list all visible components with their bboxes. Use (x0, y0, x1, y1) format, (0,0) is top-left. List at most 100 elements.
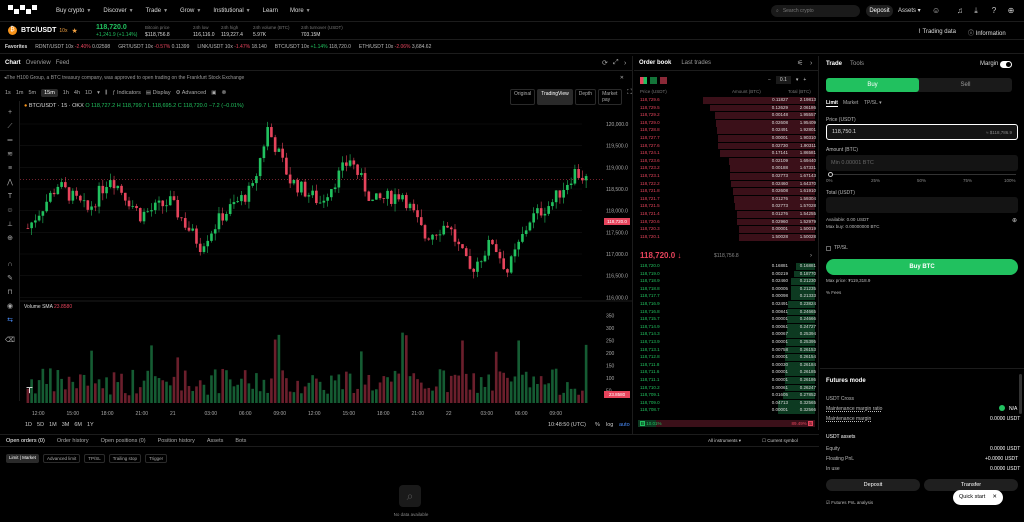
help-icon[interactable]: ? (991, 6, 997, 15)
ask-row[interactable]: 118,729.0 0.02608 1.95409 (634, 119, 819, 127)
bid-row[interactable]: 118,719.0 0.00219 0.18770 (634, 270, 819, 278)
plus-icon[interactable]: + (803, 77, 807, 83)
channel-icon[interactable]: ≋ (7, 151, 13, 158)
total-input[interactable] (826, 197, 1018, 213)
sell-tab[interactable]: Sell (960, 82, 971, 88)
price-chart[interactable]: 120,000.0 119,500.0 119,000.0 118,500.0 118,… (20, 101, 632, 419)
bid-row[interactable]: 118,718.9 0.02460 0.21230 (634, 278, 819, 286)
bid-row[interactable]: 118,714.3 0.00067 0.25394 (634, 331, 819, 339)
bid-row[interactable]: 118,714.9 0.00061 0.24727 (634, 323, 819, 331)
range-3m[interactable]: 3M (61, 422, 70, 428)
bid-row[interactable]: 118,711.8 0.00030 0.26184 (634, 361, 819, 369)
instrument-filter[interactable]: All instruments ▾ (708, 437, 742, 443)
user-icon[interactable]: ☺ (932, 6, 941, 15)
ask-row[interactable]: 118,721.5 0.02773 1.57028 (634, 203, 819, 211)
bid-row[interactable]: 118,708.7 0.00001 0.32566 (634, 407, 819, 415)
bid-row[interactable]: 118,717.7 0.00098 0.21333 (634, 293, 819, 301)
chevron-right-icon[interactable]: › (810, 253, 812, 259)
settings-icon[interactable]: ☸ (221, 90, 227, 96)
range-1m[interactable]: 1M (49, 422, 57, 428)
display-button[interactable]: ▤ Display (145, 90, 171, 96)
tab-overview[interactable]: Overview (25, 60, 51, 66)
ask-row[interactable]: 118,729.6 0.11827 2.19813 (634, 97, 819, 104)
amount-slider[interactable] (828, 172, 1016, 177)
advanced-button[interactable]: ⚙ Advanced (175, 90, 207, 96)
range-1d[interactable]: 1D (25, 422, 33, 428)
tpsl-checkbox[interactable]: TP/SL (826, 245, 848, 251)
tab-assets[interactable]: Assets (206, 437, 224, 444)
view-original[interactable]: Original (510, 89, 536, 105)
auto-toggle[interactable]: auto (619, 422, 630, 428)
bid-row[interactable]: 118,709.1 0.01605 0.27852 (634, 392, 819, 400)
screenshot-icon[interactable]: ▣ (211, 90, 217, 96)
ask-row[interactable]: 118,723.2 0.00188 1.67331 (634, 165, 819, 173)
indicators-button[interactable]: ƒ Indicators (112, 90, 141, 96)
fullscreen-icon[interactable]: ⛶ (627, 89, 632, 96)
fees-link[interactable]: % Fees (826, 290, 841, 295)
close-icon[interactable]: ✕ (992, 494, 997, 500)
slider-handle[interactable] (828, 172, 833, 177)
ask-row[interactable]: 118,720.3 0.00001 1.50019 (634, 226, 819, 234)
ask-row[interactable]: 118,721.4 0.01276 1.54255 (634, 211, 819, 218)
scrollbar[interactable] (1019, 374, 1022, 414)
range-5d[interactable]: 5D (37, 422, 45, 428)
news-notice[interactable]: ◂ The H100 Group, a BTC treasury company… (4, 73, 624, 83)
tab-position-history[interactable]: Position history (157, 437, 195, 444)
magnet-icon[interactable]: ∩ (7, 261, 13, 268)
ask-row[interactable]: 118,721.7 0.01276 1.59304 (634, 195, 819, 203)
tab-last-trades[interactable]: Last trades (681, 60, 712, 66)
tab-chart[interactable]: Chart (5, 60, 21, 66)
lock-icon[interactable]: ⊓ (7, 289, 13, 296)
pnl-analysis-link[interactable]: ☑ Futures PnL analysis (826, 500, 873, 506)
slider-mark[interactable]: 25% (871, 178, 881, 183)
subtab-trigger[interactable]: Trigger (145, 454, 168, 463)
deposit-button[interactable]: Deposit (866, 5, 893, 17)
nav-learn[interactable]: Learn (263, 8, 278, 14)
information-link[interactable]: ⓘ Information (968, 28, 1006, 37)
ask-row[interactable]: 118,728.8 0.02491 1.92801 (634, 127, 819, 135)
view-market-pay[interactable]: Market pay (598, 89, 623, 105)
order-type-market[interactable]: Market (843, 100, 859, 106)
margin-toggle[interactable] (1000, 61, 1012, 68)
favorite-item[interactable]: LINK/USDT 10x -1.47% 18.140 (197, 44, 266, 50)
ask-row[interactable]: 118,723.1 0.02773 1.67143 (634, 173, 819, 180)
bid-row[interactable]: 118,713.9 0.00001 0.25395 (634, 339, 819, 346)
collapse-icon[interactable]: › (810, 59, 813, 67)
ask-row[interactable]: 118,723.6 0.02109 1.69440 (634, 157, 819, 165)
bid-row[interactable]: 118,716.8 0.00841 0.24665 (634, 308, 819, 316)
zoom-icon[interactable]: ⊕ (7, 235, 13, 242)
checkbox[interactable]: ☐ (762, 437, 768, 443)
tick-step[interactable]: −0.1 ▾ + (768, 76, 806, 84)
favorite-item[interactable]: ETH/USDT 10x -2.06% 3,684.62 (359, 44, 431, 50)
range-1y[interactable]: 1Y (86, 422, 94, 428)
tf-1s[interactable]: 1s (5, 90, 11, 96)
ask-row[interactable]: 118,729.5 0.12629 2.06186 (634, 104, 819, 112)
book-asks-icon[interactable] (660, 77, 667, 84)
pair-selector[interactable]: BTC/USDT (21, 27, 57, 34)
tf-5m[interactable]: 5m (28, 90, 37, 96)
star-icon[interactable]: ★ (71, 27, 78, 35)
eye-icon[interactable]: ◉ (6, 303, 14, 310)
nav-more[interactable]: More ▼ (290, 8, 311, 14)
nav-trade[interactable]: Trade ▼ (146, 8, 168, 14)
buy-btc-button[interactable]: Buy BTC (826, 259, 1018, 275)
tab-tools[interactable]: Tools (850, 61, 865, 67)
favorite-item[interactable]: GRT/USDT 10x -0.57% 0.11399 (118, 44, 189, 50)
order-type-tpsl[interactable]: TP/SL ▾ (864, 100, 882, 106)
percent-toggle[interactable]: % (595, 422, 600, 428)
tf-1h[interactable]: 1h (62, 90, 69, 96)
slider-mark[interactable]: 50% (917, 178, 927, 183)
smile-icon[interactable]: ☺ (6, 207, 14, 214)
ask-row[interactable]: 118,722.2 0.02460 1.64370 (634, 180, 819, 188)
book-bids-icon[interactable] (650, 77, 657, 84)
bid-row[interactable]: 118,715.7 0.00001 0.24666 (634, 316, 819, 324)
favorite-item[interactable]: RDNT/USDT 10x -2.40% 0.02598 (35, 44, 110, 50)
book-both-icon[interactable] (640, 77, 647, 84)
tab-open-positions[interactable]: Open positions (0) (100, 437, 146, 444)
tab-order-book[interactable]: Order book (639, 60, 672, 66)
pattern-icon[interactable]: ⋀ (7, 179, 13, 186)
view-tradingview[interactable]: TradingView (537, 89, 573, 105)
trendline-icon[interactable]: ⟋ (7, 123, 13, 130)
bid-row[interactable]: 118,720.0 0.16881 0.16881 (634, 263, 819, 270)
amount-input[interactable]: Min 0.00001 BTC (826, 155, 1018, 171)
